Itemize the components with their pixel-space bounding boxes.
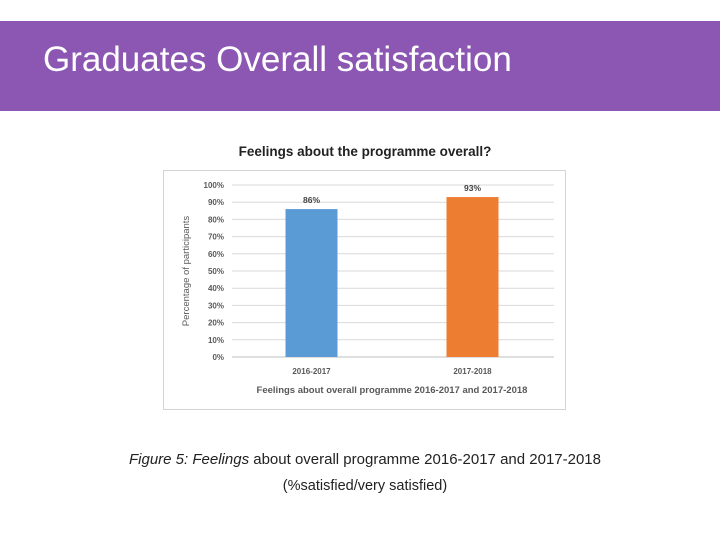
y-axis-label: Percentage of participants bbox=[181, 216, 192, 327]
y-tick-label: 90% bbox=[208, 198, 224, 207]
y-tick-label: 100% bbox=[204, 181, 224, 190]
x-axis-label: Feelings about overall programme 2016-20… bbox=[257, 385, 528, 396]
bar-chart: 0% 10% 20% 30% 40% 50% 60% 70% 80% 90% 100% Percent… bbox=[181, 181, 554, 396]
chart-title: Feelings about the programme overall? bbox=[238, 144, 492, 159]
data-label: 86% bbox=[303, 195, 320, 205]
figure-caption: Figure 5: Feelings about overall program… bbox=[0, 451, 720, 468]
y-tick-label: 70% bbox=[208, 233, 224, 242]
figure-caption-sub: (%satisfied/very satisfied) bbox=[282, 478, 448, 494]
caption-label: Figure 5: bbox=[129, 451, 189, 468]
x-tick-label: 2017-2018 bbox=[453, 367, 492, 376]
caption-italic-word: Feelings bbox=[192, 451, 250, 468]
bar bbox=[285, 209, 338, 357]
y-tick-label: 30% bbox=[208, 301, 224, 310]
caption-text: about overall programme 2016-2017 and 20… bbox=[253, 451, 601, 468]
title-bar bbox=[0, 21, 720, 111]
bar bbox=[446, 197, 499, 357]
chart-frame: 0% 10% 20% 30% 40% 50% 60% 70% 80% 90% 100% Percent… bbox=[163, 170, 566, 410]
y-tick-label: 20% bbox=[208, 319, 224, 328]
y-tick-label: 40% bbox=[208, 284, 224, 293]
slide-title: Graduates Overall satisfaction bbox=[43, 40, 512, 79]
data-label: 93% bbox=[464, 183, 481, 193]
y-tick-label: 50% bbox=[208, 267, 224, 276]
y-tick-label: 10% bbox=[208, 336, 224, 345]
y-tick-label: 60% bbox=[208, 250, 224, 259]
y-tick-label: 0% bbox=[212, 353, 224, 362]
y-tick-label: 80% bbox=[208, 215, 224, 224]
x-tick-label: 2016-2017 bbox=[292, 367, 331, 376]
